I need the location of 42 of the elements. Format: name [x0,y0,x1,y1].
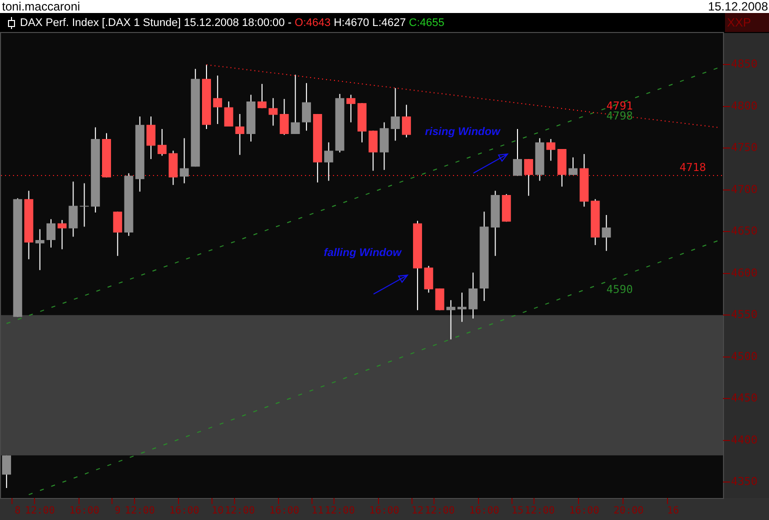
chart-title: DAX Perf. Index [.DAX 1 Stunde] 15.12.2008 18:00:00 - O:4643 H:4670 L:4627 C:4655 [20,17,444,30]
x-tick-label: 9 [114,506,121,517]
y-tick-label: 4750 [731,141,758,154]
y-tick-label: 4800 [731,99,758,112]
x-tick-label: 16:00 [469,506,500,517]
x-tick-label: 12:00 [524,506,555,517]
x-tick-label: 16:00 [169,506,200,517]
x-tick-label: 12 [412,506,424,517]
candlestick [457,292,466,322]
x-tick-label: 12:00 [424,506,455,517]
y-tick-label: 4600 [731,266,758,280]
x-tick-label: 12:00 [224,506,255,517]
x-tick-label: 20:00 [614,506,644,517]
x-tick-label: 8 [14,506,21,517]
x-tick-label: 16:00 [369,506,400,517]
x-tick-label: 12:00 [24,506,55,517]
x-tick-label: 16:00 [569,506,600,517]
ref-line-label: 4718 [680,160,706,174]
candlestick [446,300,456,340]
x-tick-label: 12:00 [124,506,155,517]
y-tick-label: 4450 [731,392,758,405]
x-tick-label: 16:00 [69,506,100,517]
text: 15.12.2008 [708,0,768,14]
y-tick-label: 4850 [731,58,758,71]
x-tick-label: 12:00 [324,506,355,517]
y-tick-label: 4350 [731,475,758,488]
x-tick-label: 11 [312,506,324,517]
x-tick-label: 10 [212,506,224,517]
y-tick-label: 4500 [731,350,758,363]
x-tick-label: 15 [511,506,524,517]
x-tick-label: 16 [666,506,680,517]
annotation: falling Window [324,247,403,260]
text: XXP [727,15,752,30]
annotation: rising Window [424,126,502,138]
x-tick-label: 16:00 [269,506,300,517]
candlestick [35,229,44,270]
y-tick-label: 4650 [731,224,758,238]
y-tick-label: 4400 [731,433,758,446]
y-tick-label: 4550 [731,308,758,322]
data-label: 4590 [606,283,633,296]
text: toni.maccaroni [2,0,80,14]
y-tick-label: 4700 [731,182,758,196]
